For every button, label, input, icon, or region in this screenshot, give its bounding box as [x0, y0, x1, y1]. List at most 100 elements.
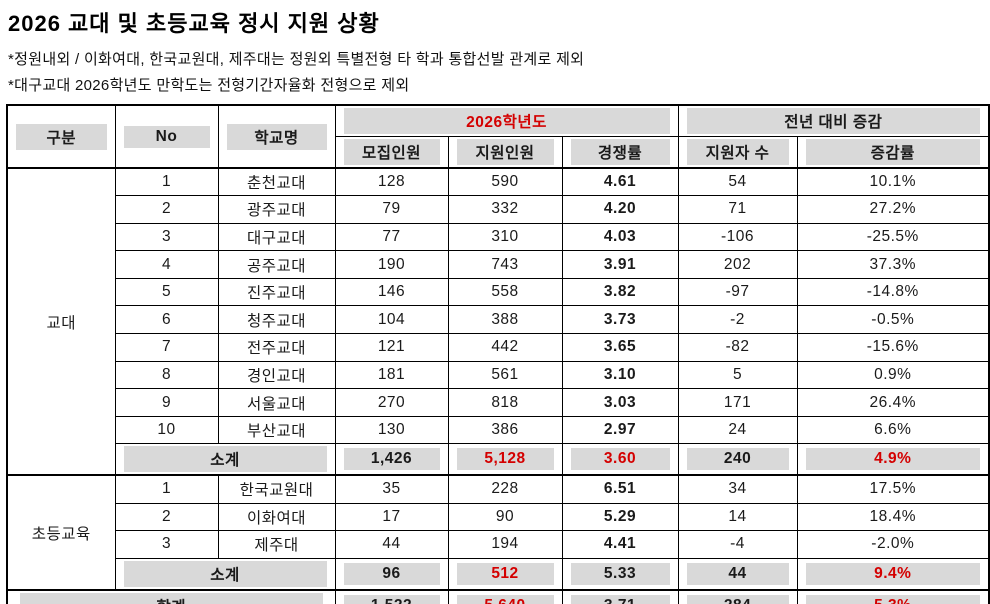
cell-prev: 34: [677, 474, 798, 504]
group-elementary: 초등교육 1 한국교원대 35 228 6.51 34 17.5% 2 이화여대…: [6, 474, 990, 591]
subtotal-label-cell: 소계: [114, 557, 336, 591]
cell-recruit: 104: [334, 305, 449, 335]
cell-ratio: 4.20: [561, 195, 679, 224]
cell-no: 4: [114, 250, 219, 279]
cell-prev: 71: [677, 195, 798, 224]
cell-recruit: 35: [334, 474, 449, 504]
cell-change: 26.4%: [796, 388, 990, 417]
cell-recruit: 181: [334, 360, 449, 390]
total-row: 합계 1,522 5,640 3.71 284 5.3%: [6, 588, 990, 604]
subtotal-label: 소계: [123, 560, 327, 587]
cell-recruit: 146: [334, 277, 449, 307]
cell-ratio: 3.91: [561, 250, 679, 279]
cell-prev: -2: [677, 305, 798, 335]
cell-applicants: 386: [447, 415, 563, 445]
table-row: 초등교육 1 한국교원대 35 228 6.51 34 17.5%: [6, 474, 990, 591]
total-change: 5.3%: [796, 588, 990, 604]
subtotal-change: 9.4%: [796, 557, 990, 591]
subtotal-ratio: 5.33: [561, 557, 679, 591]
cell-ratio: 2.97: [561, 415, 679, 445]
cell-ratio: 4.41: [561, 530, 679, 559]
table-row: 4 공주교대 190 743 3.91 202 37.3%: [7, 250, 990, 279]
table-row: 10 부산교대 130 386 2.97 24 6.6%: [7, 415, 990, 445]
cell-prev: 171: [677, 388, 798, 417]
cell-school: 진주교대: [217, 277, 336, 307]
cell-no: 6: [114, 305, 219, 335]
admission-status-table: 구분 No 학교명 2026학년도 전년 대비 증감 모집인원 지원인원 경쟁률…: [6, 104, 990, 604]
cell-change: -2.0%: [796, 530, 990, 559]
note-line-1: *정원내외 / 이화여대, 한국교원대, 제주대는 정원외 특별전형 타 학과 …: [8, 51, 585, 68]
cell-applicants: 310: [447, 222, 563, 252]
header-change-rate: 증감률: [796, 136, 990, 169]
cell-no: 10: [114, 415, 219, 445]
subtotal-ratio: 3.60: [561, 443, 679, 476]
group-label-elementary: 초등교육: [6, 474, 116, 591]
cell-ratio: 3.03: [561, 388, 679, 417]
cell-prev: -106: [677, 222, 798, 252]
cell-change: -25.5%: [796, 222, 990, 252]
table-row: 7 전주교대 121 442 3.65 -82 -15.6%: [7, 333, 990, 362]
cell-applicants: 194: [447, 530, 563, 559]
total-section: 합계 1,522 5,640 3.71 284 5.3%: [6, 588, 990, 604]
subtotal-applicants: 5,128: [447, 443, 563, 476]
header-prev-group: 전년 대비 증감: [677, 104, 990, 137]
cell-ratio: 6.51: [561, 474, 679, 504]
header-recruit: 모집인원: [334, 136, 449, 169]
cell-no: 7: [114, 333, 219, 362]
header-prev-applicants-label: 지원자 수: [686, 139, 789, 165]
cell-applicants: 743: [447, 250, 563, 279]
header-no: No: [114, 104, 219, 169]
cell-ratio: 3.10: [561, 360, 679, 390]
cell-applicants: 442: [447, 333, 563, 362]
cell-school: 한국교원대: [217, 474, 336, 504]
cell-school: 공주교대: [217, 250, 336, 279]
cell-recruit: 121: [334, 333, 449, 362]
cell-prev: 24: [677, 415, 798, 445]
cell-change: 0.9%: [796, 360, 990, 390]
subtotal-prev: 44: [677, 557, 798, 591]
header-prev-applicants: 지원자 수: [677, 136, 798, 169]
cell-change: 17.5%: [796, 474, 990, 504]
cell-school: 경인교대: [217, 360, 336, 390]
cell-change: 37.3%: [796, 250, 990, 279]
header-year-group: 2026학년도: [334, 104, 679, 137]
cell-school: 청주교대: [217, 305, 336, 335]
cell-no: 8: [114, 360, 219, 390]
total-prev: 284: [677, 588, 798, 604]
subtotal-applicants: 512: [447, 557, 563, 591]
cell-school: 전주교대: [217, 333, 336, 362]
cell-school: 부산교대: [217, 415, 336, 445]
table-row: 9 서울교대 270 818 3.03 171 26.4%: [7, 388, 990, 417]
cell-no: 1: [114, 474, 219, 504]
cell-prev: -82: [677, 333, 798, 362]
cell-ratio: 4.03: [561, 222, 679, 252]
subtotal-label: 소계: [123, 446, 327, 473]
subtotal-recruit: 96: [334, 557, 449, 591]
cell-ratio: 3.65: [561, 333, 679, 362]
total-label: 합계: [20, 592, 323, 604]
cell-applicants: 90: [447, 502, 563, 532]
cell-change: 6.6%: [796, 415, 990, 445]
cell-change: -15.6%: [796, 333, 990, 362]
subtotal-row-kyodae: 소계 1,426 5,128 3.60 240 4.9%: [7, 443, 990, 476]
cell-ratio: 3.82: [561, 277, 679, 307]
header-row-1: 구분 No 학교명 2026학년도 전년 대비 증감: [6, 104, 990, 169]
cell-applicants: 558: [447, 277, 563, 307]
subtotal-row-elementary: 소계 96 512 5.33 44 9.4%: [7, 557, 990, 591]
header-row-2: 모집인원 지원인원 경쟁률 지원자 수 증감률: [7, 136, 990, 169]
cell-recruit: 130: [334, 415, 449, 445]
cell-recruit: 79: [334, 195, 449, 224]
subtotal-label-cell: 소계: [114, 443, 336, 476]
header-applicants: 지원인원: [447, 136, 563, 169]
cell-applicants: 388: [447, 305, 563, 335]
table-row: 2 이화여대 17 90 5.29 14 18.4%: [7, 502, 990, 532]
cell-school: 이화여대: [217, 502, 336, 532]
subtotal-recruit: 1,426: [334, 443, 449, 476]
cell-recruit: 17: [334, 502, 449, 532]
total-label-cell: 합계: [6, 588, 336, 604]
group-label-kyodae: 교대: [6, 167, 116, 476]
table-row: 3 제주대 44 194 4.41 -4 -2.0%: [7, 530, 990, 559]
cell-change: 27.2%: [796, 195, 990, 224]
cell-school: 대구교대: [217, 222, 336, 252]
cell-no: 1: [114, 167, 219, 197]
